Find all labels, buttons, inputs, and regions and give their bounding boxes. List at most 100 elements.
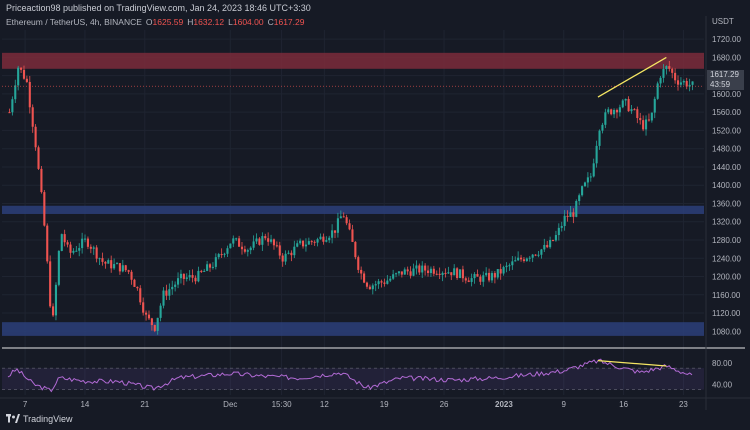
candle <box>592 158 595 178</box>
symbol-legend: Ethereum / TetherUS, 4h, BINANCE O1625.59… <box>6 17 304 27</box>
candle <box>168 283 171 301</box>
candle-body <box>575 201 578 217</box>
candle <box>304 238 307 252</box>
rsi-divergence-line <box>597 359 667 367</box>
candle <box>188 270 191 281</box>
candle-body <box>368 286 371 290</box>
candle-body <box>691 81 694 85</box>
candle <box>426 265 430 277</box>
rsi-axis-label: 40.00 <box>712 380 733 389</box>
candle <box>243 245 246 254</box>
candle-body <box>243 249 246 252</box>
candle <box>581 185 584 197</box>
ohlc-high: H1632.12 <box>187 17 225 27</box>
candle <box>688 78 691 92</box>
candle-body <box>607 109 610 113</box>
candle-body <box>322 236 325 242</box>
candle <box>54 282 58 321</box>
candle <box>572 208 575 224</box>
candle-body <box>386 280 389 284</box>
candle-body <box>60 234 63 251</box>
time-axis-label: 9 <box>562 400 567 409</box>
candle <box>432 265 435 277</box>
price-axis-label: 1080.00 <box>712 327 741 336</box>
candle-body <box>671 68 674 73</box>
candle-body <box>424 265 427 271</box>
candle <box>569 206 572 217</box>
time-axis-label: 15:30 <box>272 400 293 409</box>
candle <box>671 67 674 79</box>
candle-body <box>133 279 136 287</box>
candle <box>252 235 255 251</box>
candle-body <box>659 77 662 84</box>
candle <box>72 248 75 255</box>
candle-body <box>490 273 494 281</box>
candle-body <box>310 241 313 243</box>
candle-body <box>581 186 584 196</box>
candle <box>89 244 92 254</box>
candle <box>685 77 688 90</box>
candle <box>473 272 476 284</box>
candle-body <box>639 118 642 121</box>
candle-body <box>482 275 485 282</box>
candle-body <box>458 269 462 279</box>
candle-body <box>400 271 403 275</box>
candle <box>560 221 563 232</box>
candle <box>458 269 462 279</box>
candle <box>52 303 55 317</box>
candle <box>586 172 589 188</box>
candle-body <box>354 241 357 258</box>
candle-body <box>255 238 258 242</box>
candle-body <box>418 265 421 273</box>
price-axis-label: 1200.00 <box>712 273 741 282</box>
candle-body <box>31 107 34 127</box>
candle-body <box>104 261 107 264</box>
candle-body <box>502 267 505 274</box>
rsi-axis-label: 80.00 <box>712 359 733 368</box>
candle <box>107 258 110 264</box>
candle <box>467 277 470 283</box>
candle <box>517 251 520 261</box>
candle <box>456 267 459 280</box>
candle <box>121 259 124 273</box>
candle-body <box>278 245 281 256</box>
candle-body <box>650 112 653 121</box>
candle-body <box>110 260 113 269</box>
price-axis-label: 1280.00 <box>712 236 741 245</box>
candle <box>490 270 494 283</box>
candle-body <box>450 272 453 276</box>
candle-body <box>272 239 276 246</box>
zone-demand <box>2 322 704 336</box>
candle <box>322 233 325 245</box>
candle <box>264 233 267 241</box>
candle-body <box>287 252 290 254</box>
candle <box>261 232 264 251</box>
candle <box>83 234 87 243</box>
price-axis-label: 1600.00 <box>712 90 741 99</box>
candle-body <box>426 270 430 273</box>
time-axis-label: 21 <box>140 400 149 409</box>
candle-body <box>357 257 360 270</box>
candle <box>278 241 281 260</box>
currency-label: USDT <box>712 17 734 26</box>
candle-body <box>496 269 499 278</box>
candle <box>537 251 540 258</box>
candle-body <box>261 236 264 245</box>
candle-body <box>508 265 511 267</box>
candle <box>551 239 555 242</box>
candle <box>505 262 508 273</box>
candle-body <box>217 254 220 258</box>
candle <box>403 267 406 275</box>
candle <box>92 245 95 255</box>
candle-body <box>150 318 153 326</box>
candle-body <box>211 266 214 268</box>
candle-body <box>432 268 435 274</box>
candle-body <box>551 240 555 242</box>
candle <box>153 324 156 333</box>
candle-body <box>235 238 238 240</box>
candle <box>546 240 549 249</box>
candle-body <box>531 254 534 258</box>
candle <box>595 140 598 168</box>
candle-body <box>118 263 121 272</box>
